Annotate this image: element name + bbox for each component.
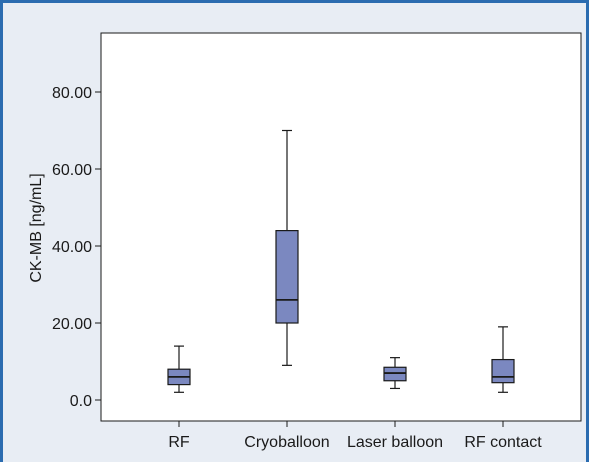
box-cryoballoon: [275, 129, 299, 366]
box-rf-contact: [491, 326, 515, 393]
y-axis-ticks: 0.0 20.00 40.00 60.00 80.00: [52, 85, 101, 410]
x-axis-ticks: RF Cryoballoon Laser balloon RF contact: [168, 421, 542, 451]
x-tick-label: Cryoballoon: [244, 434, 329, 451]
y-tick-label: 80.00: [52, 85, 92, 102]
y-axis-title: CK-MB [ng/mL]: [28, 173, 45, 282]
iqr-box: [383, 366, 407, 382]
x-tick-label: Laser balloon: [347, 434, 443, 451]
boxes-group: [167, 129, 515, 393]
iqr-box: [491, 358, 515, 384]
box-plot-chart: CK-MB [ng/mL] 0.0 20.00 40.00 60.00 80.00 RF…: [28, 32, 582, 451]
iqr-box: [275, 230, 299, 324]
plot-area: [100, 32, 582, 422]
box-rf: [167, 345, 191, 393]
y-tick-label: 0.0: [70, 393, 92, 410]
x-tick-label: RF contact: [464, 434, 542, 451]
y-tick-label: 60.00: [52, 162, 92, 179]
y-tick-label: 40.00: [52, 239, 92, 256]
y-tick-label: 20.00: [52, 316, 92, 333]
x-tick-label: RF: [168, 434, 190, 451]
box-laser-balloon: [383, 357, 407, 390]
